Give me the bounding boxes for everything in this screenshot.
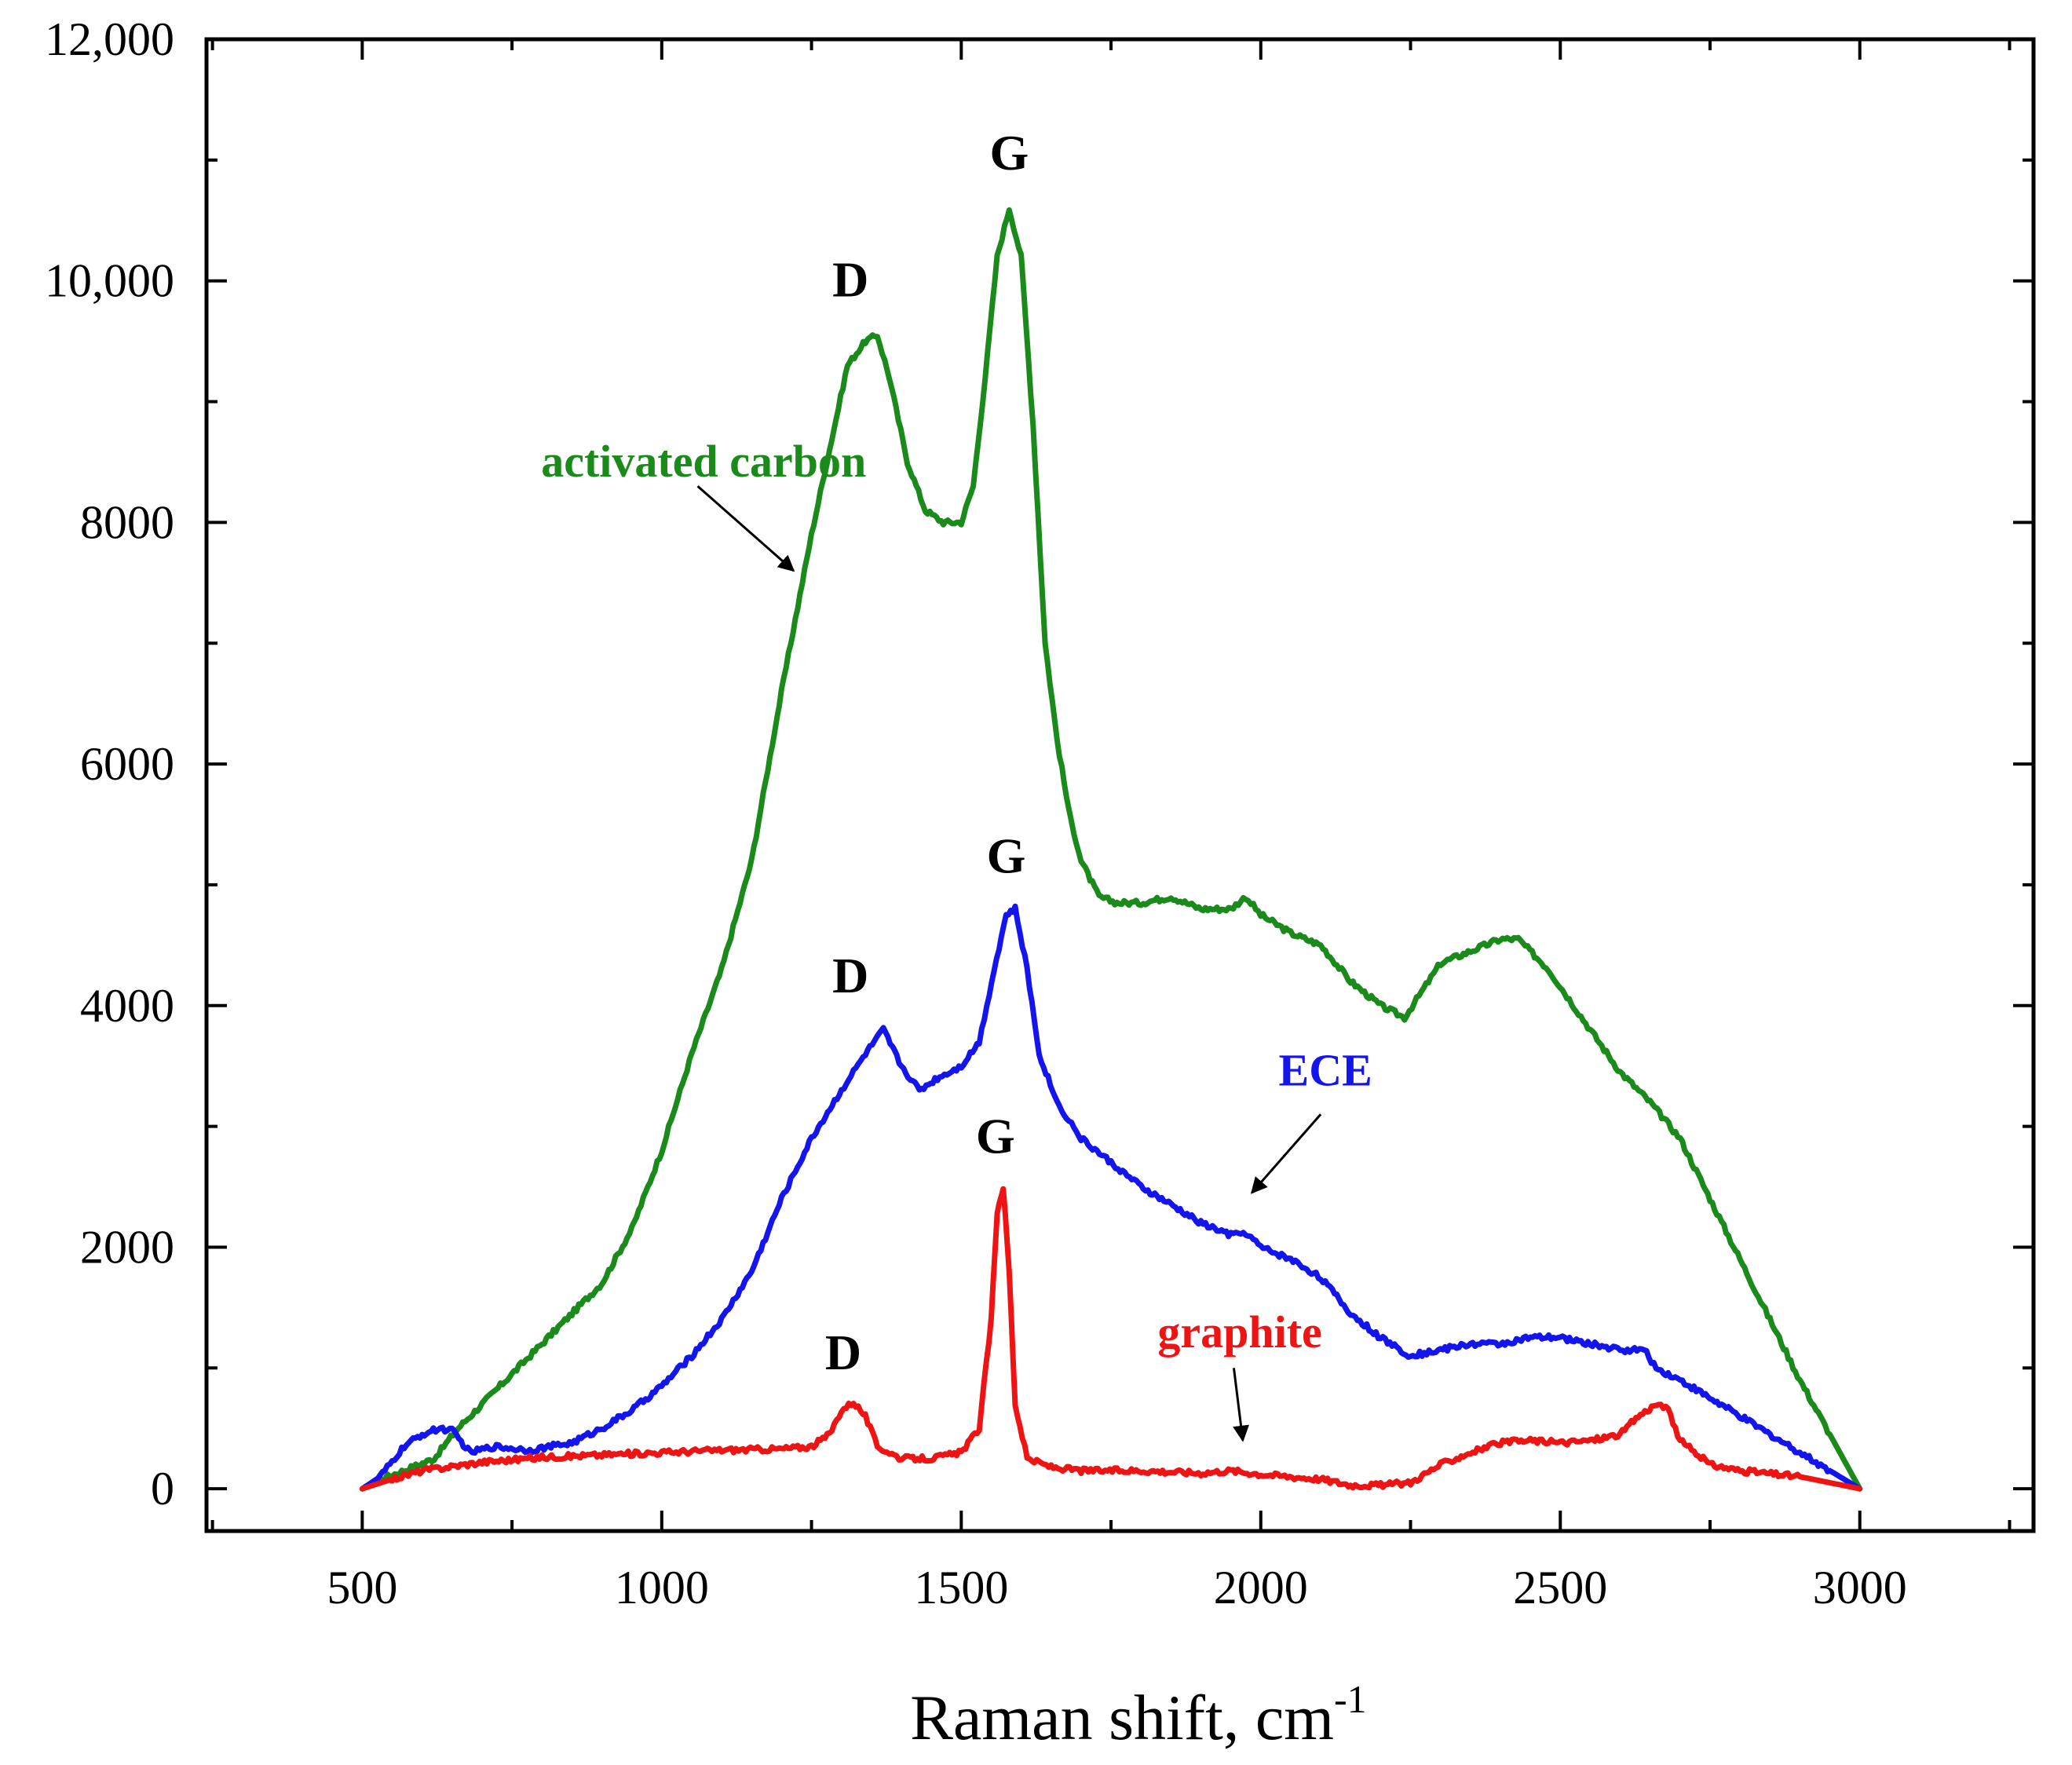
peak-d-activated-carbon: D xyxy=(832,252,868,308)
peak-g-graphite: G xyxy=(976,1108,1015,1164)
arrow-ece xyxy=(1250,1113,1322,1194)
annotation-arrows xyxy=(696,485,1322,1442)
x-tick-label: 2000 xyxy=(1214,1562,1308,1613)
y-tick-label: 8000 xyxy=(80,496,174,548)
label-activated-carbon: activated carbon xyxy=(541,436,866,487)
x-tick-label: 3000 xyxy=(1813,1562,1907,1613)
x-tick-label: 500 xyxy=(327,1562,397,1613)
arrow-activated-carbon xyxy=(696,485,795,572)
peak-d-graphite: D xyxy=(825,1325,861,1380)
label-ece: ECE xyxy=(1279,1044,1372,1095)
y-tick-label: 4000 xyxy=(80,980,174,1032)
x-tick-label: 1500 xyxy=(914,1562,1008,1613)
peak-g-ece: G xyxy=(987,828,1026,884)
x-tick-label: 2500 xyxy=(1513,1562,1607,1613)
arrow-graphite xyxy=(1232,1368,1249,1442)
peak-g-activated-carbon: G xyxy=(989,125,1029,181)
y-tick-label: 2000 xyxy=(80,1221,174,1273)
y-axis-ticks: 0 2000 4000 6000 8000 10,000 12,000 xyxy=(45,13,2034,1515)
plot-area-frame xyxy=(204,37,2036,1533)
y-tick-label: 10,000 xyxy=(45,255,174,307)
series-lines xyxy=(359,207,1863,1492)
peak-d-ece: D xyxy=(832,948,868,1003)
series-line-activated-carbon xyxy=(359,207,1863,1492)
y-tick-label: 12,000 xyxy=(45,13,174,65)
x-tick-label: 1000 xyxy=(615,1562,709,1613)
x-axis-ticks: 500 1000 1500 2000 2500 3000 xyxy=(210,39,2012,1613)
y-tick-label: 0 xyxy=(151,1463,174,1515)
series-line-ece xyxy=(359,903,1863,1492)
x-axis-title: Raman shift, cm-1 xyxy=(910,1677,1366,1753)
x-axis-title-superscript: -1 xyxy=(1334,1677,1367,1721)
series-line-graphite xyxy=(359,1186,1863,1492)
label-graphite: graphite xyxy=(1157,1306,1321,1358)
y-tick-label: 6000 xyxy=(80,738,174,790)
